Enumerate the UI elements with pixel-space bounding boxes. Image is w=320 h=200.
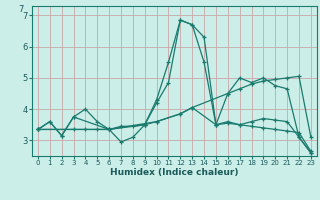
Text: 7: 7: [18, 5, 24, 14]
X-axis label: Humidex (Indice chaleur): Humidex (Indice chaleur): [110, 168, 239, 177]
